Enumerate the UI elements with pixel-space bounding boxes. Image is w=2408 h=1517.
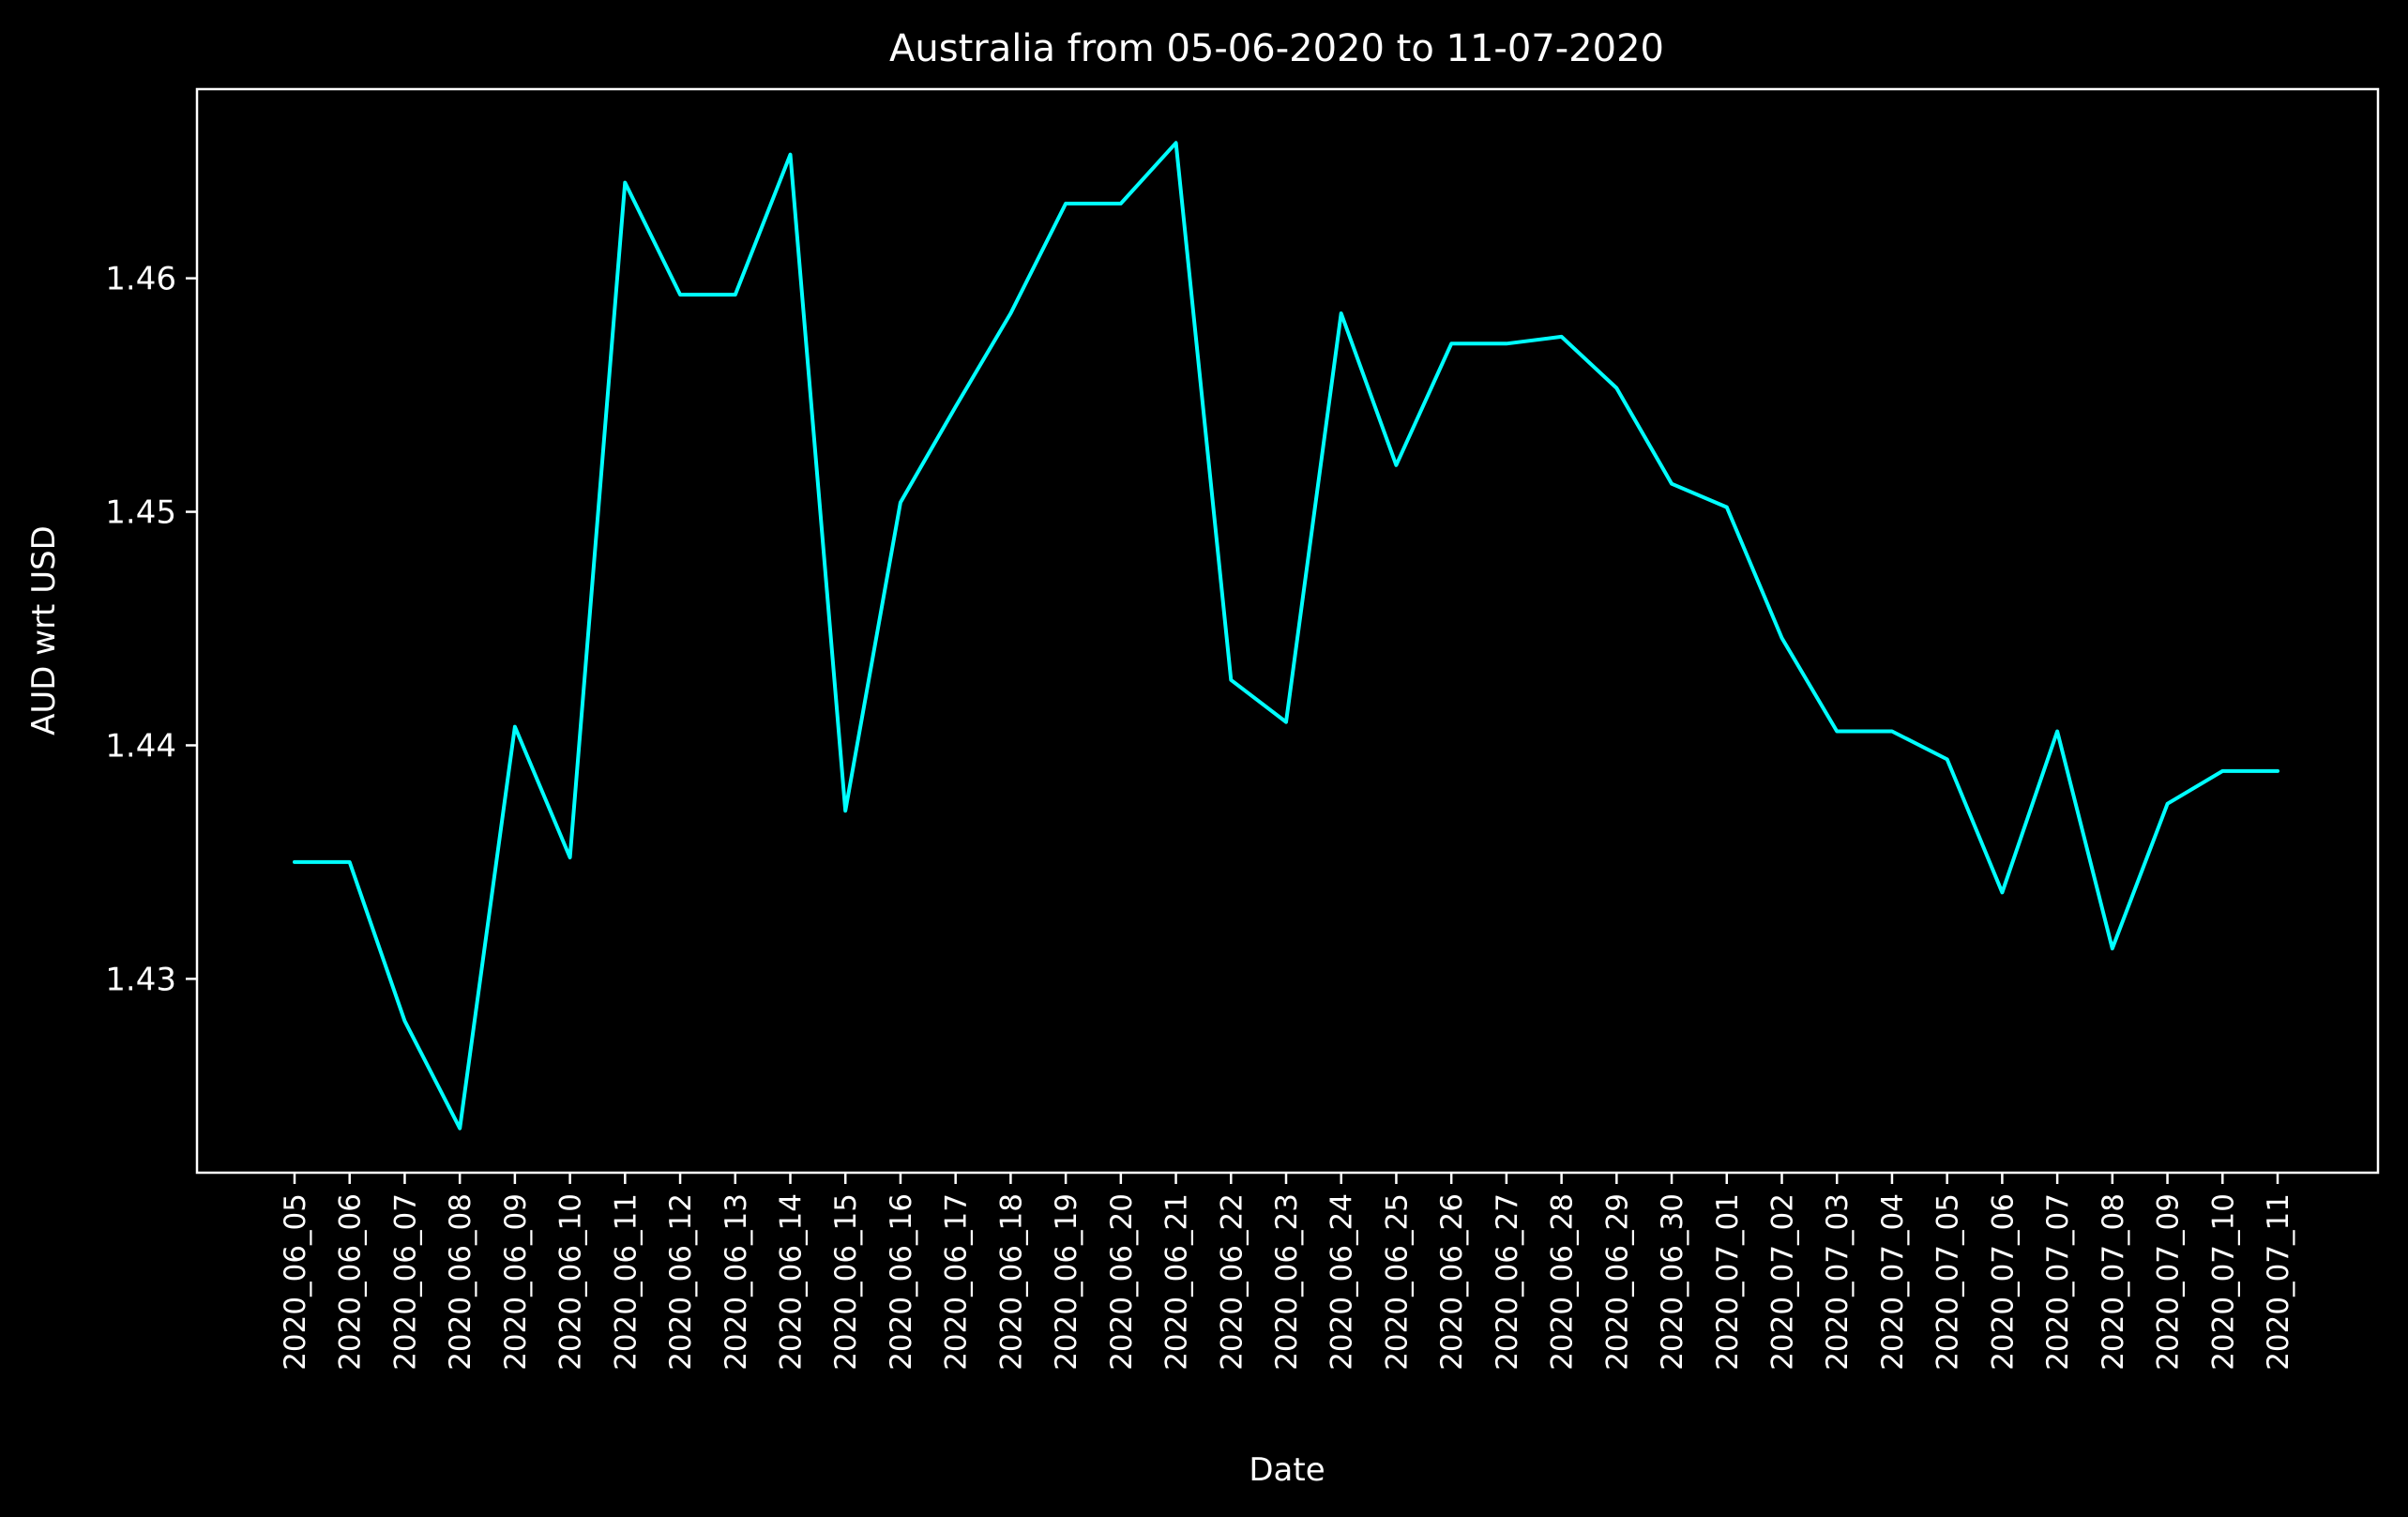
x-tick-label: 2020_07_02 <box>1766 1193 1800 1371</box>
y-axis: 1.43 1.44 1.45 1.46 <box>105 261 197 998</box>
x-tick-label: 2020_06_10 <box>554 1193 588 1371</box>
x-tick-label: 2020_07_04 <box>1876 1193 1910 1371</box>
x-tick-label: 2020_07_09 <box>2152 1193 2186 1371</box>
x-axis: 2020_06_05 2020_06_06 2020_06_07 2020_06_08… <box>279 1173 2295 1371</box>
x-tick-label: 2020_07_10 <box>2206 1193 2240 1371</box>
x-tick-label: 2020_06_09 <box>499 1193 533 1371</box>
x-tick-label: 2020_06_17 <box>940 1193 974 1371</box>
x-tick-label: 2020_06_21 <box>1160 1193 1194 1371</box>
plot-area-frame <box>195 87 2380 1175</box>
chart-title: Australia from 05-06-2020 to 11-07-2020 <box>889 27 1664 70</box>
x-tick-label: 2020_06_25 <box>1380 1193 1414 1371</box>
x-axis-label: Date <box>1249 1451 1325 1489</box>
x-tick-label: 2020_07_05 <box>1931 1193 1965 1371</box>
x-tick-label: 2020_07_03 <box>1821 1193 1855 1371</box>
x-tick-label: 2020_06_24 <box>1325 1193 1359 1371</box>
x-tick-label: 2020_06_08 <box>444 1193 477 1371</box>
x-tick-label: 2020_06_28 <box>1546 1193 1580 1371</box>
x-tick-label: 2020_07_11 <box>2262 1193 2295 1371</box>
x-tick-label: 2020_06_18 <box>994 1193 1028 1371</box>
x-tick-label: 2020_06_22 <box>1215 1193 1249 1371</box>
x-tick-label: 2020_06_30 <box>1656 1193 1689 1371</box>
y-axis-label: AUD wrt USD <box>25 525 63 736</box>
y-tick-label: 1.46 <box>105 261 176 298</box>
x-tick-label: 2020_07_08 <box>2097 1193 2130 1371</box>
x-tick-label: 2020_06_12 <box>664 1193 698 1371</box>
x-tick-label: 2020_07_01 <box>1711 1193 1745 1371</box>
x-tick-label: 2020_06_20 <box>1105 1193 1139 1371</box>
x-tick-label: 2020_06_13 <box>719 1193 753 1371</box>
x-tick-label: 2020_06_05 <box>279 1193 312 1371</box>
x-tick-label: 2020_06_29 <box>1600 1193 1634 1371</box>
y-tick-label: 1.45 <box>105 494 176 532</box>
x-tick-label: 2020_07_07 <box>2041 1193 2075 1371</box>
x-tick-label: 2020_06_19 <box>1050 1193 1083 1371</box>
x-tick-label: 2020_06_23 <box>1270 1193 1304 1371</box>
y-tick-label: 1.43 <box>105 961 176 998</box>
x-tick-label: 2020_06_11 <box>609 1193 643 1371</box>
x-tick-label: 2020_06_15 <box>829 1193 863 1371</box>
y-tick-label: 1.44 <box>105 727 176 765</box>
x-tick-label: 2020_06_14 <box>775 1193 809 1371</box>
x-tick-label: 2020_06_16 <box>885 1193 918 1371</box>
x-tick-label: 2020_06_07 <box>388 1193 422 1371</box>
x-tick-label: 2020_07_06 <box>1986 1193 2020 1371</box>
series-line <box>293 141 2279 1130</box>
x-tick-label: 2020_06_27 <box>1491 1193 1524 1371</box>
x-tick-label: 2020_06_26 <box>1435 1193 1469 1371</box>
x-tick-label: 2020_06_06 <box>334 1193 368 1371</box>
